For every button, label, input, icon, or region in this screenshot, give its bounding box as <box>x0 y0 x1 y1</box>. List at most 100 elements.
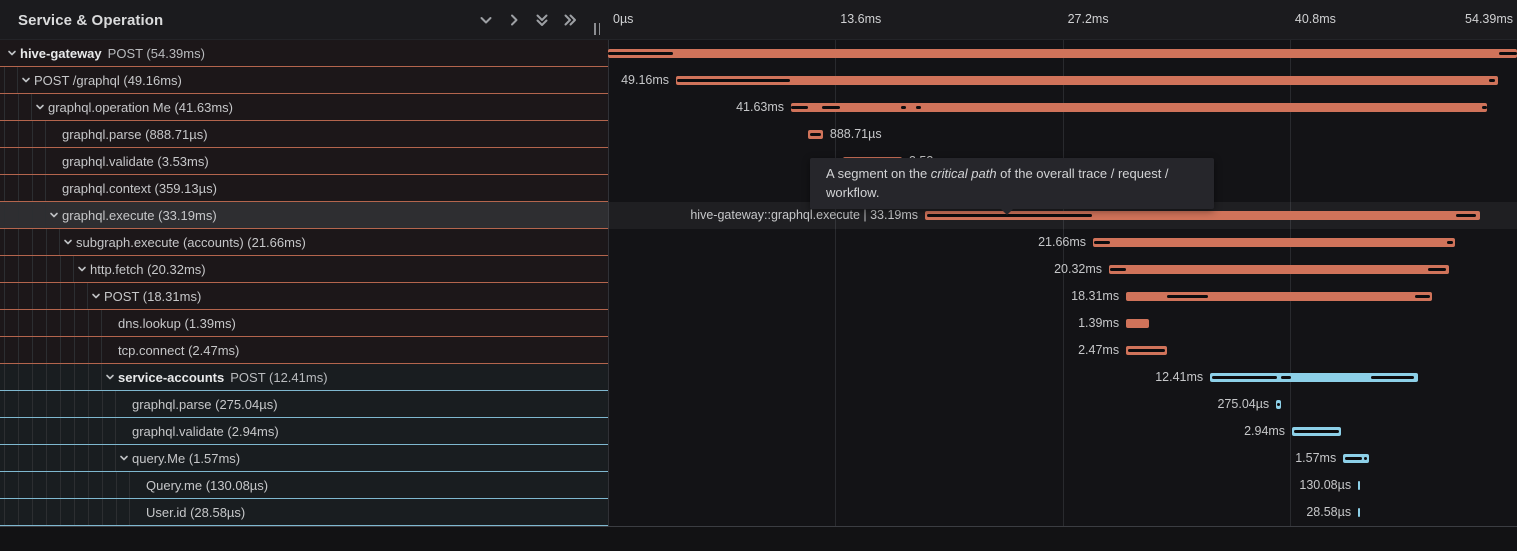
critical-path-segment[interactable] <box>1212 376 1277 379</box>
trace-row[interactable]: POST (18.31ms) 18.31ms <box>0 283 1517 310</box>
span-bar[interactable] <box>676 76 1498 85</box>
chevron-right-icon[interactable] <box>506 12 522 28</box>
chevron-down-icon[interactable] <box>32 102 48 112</box>
chevron-down-icon[interactable] <box>102 372 118 382</box>
critical-path-segment[interactable] <box>1110 268 1127 271</box>
trace-row[interactable]: graphql.parse (888.71µs) 888.71µs <box>0 121 1517 148</box>
trace-row[interactable]: graphql.execute (33.19ms) hive-gateway::… <box>0 202 1517 229</box>
critical-path-segment[interactable] <box>1294 430 1339 433</box>
span-bar[interactable] <box>1276 400 1281 409</box>
span-bar-lane[interactable]: 275.04µs <box>608 391 1517 418</box>
critical-path-segment[interactable] <box>916 106 921 109</box>
critical-path-segment[interactable] <box>927 214 1092 217</box>
trace-row[interactable]: graphql.context (359.13µs) 359.13µs <box>0 175 1517 202</box>
span-bar[interactable] <box>925 211 1480 220</box>
trace-row[interactable]: hive-gateway POST (54.39ms) <box>0 40 1517 67</box>
span-bar[interactable] <box>1093 238 1455 247</box>
critical-path-segment[interactable] <box>900 106 906 109</box>
trace-row[interactable]: subgraph.execute (accounts) (21.66ms) 21… <box>0 229 1517 256</box>
span-tree-cell[interactable]: graphql.parse (888.71µs) <box>0 121 608 148</box>
span-bar[interactable] <box>608 49 1517 58</box>
critical-path-segment[interactable] <box>810 133 821 136</box>
span-bar[interactable] <box>1292 427 1342 436</box>
span-tree-cell[interactable]: query.Me (1.57ms) <box>0 445 608 472</box>
trace-row[interactable]: POST /graphql (49.16ms) 49.16ms <box>0 67 1517 94</box>
span-bar-lane[interactable]: 20.32ms <box>608 256 1517 283</box>
span-tree-cell[interactable]: graphql.operation Me (41.63ms) <box>0 94 608 121</box>
critical-path-segment[interactable] <box>1488 79 1496 82</box>
panel-resize-handle[interactable] <box>594 23 600 35</box>
span-bar[interactable] <box>1358 508 1361 517</box>
critical-path-segment[interactable] <box>1345 457 1363 460</box>
span-bar-lane[interactable]: 1.57ms <box>608 445 1517 472</box>
span-bar[interactable] <box>1210 373 1418 382</box>
span-tree-cell[interactable]: tcp.connect (2.47ms) <box>0 337 608 364</box>
critical-path-segment[interactable] <box>1277 403 1280 406</box>
span-bar-lane[interactable]: 21.66ms <box>608 229 1517 256</box>
span-tree-cell[interactable]: subgraph.execute (accounts) (21.66ms) <box>0 229 608 256</box>
span-bar[interactable] <box>1109 265 1449 274</box>
critical-path-segment[interactable] <box>1364 457 1368 460</box>
trace-row[interactable]: service-accounts POST (12.41ms) 12.41ms <box>0 364 1517 391</box>
double-chevron-down-icon[interactable] <box>534 12 550 28</box>
trace-row[interactable]: query.Me (1.57ms) 1.57ms <box>0 445 1517 472</box>
span-bar[interactable] <box>808 130 823 139</box>
span-tree-cell[interactable]: POST /graphql (49.16ms) <box>0 67 608 94</box>
critical-path-segment[interactable] <box>1167 295 1208 298</box>
span-bar[interactable] <box>1126 292 1433 301</box>
critical-path-segment[interactable] <box>822 106 841 109</box>
span-bar[interactable] <box>1343 454 1370 463</box>
span-tree-cell[interactable]: POST (18.31ms) <box>0 283 608 310</box>
span-bar-lane[interactable]: 12.41ms <box>608 364 1517 391</box>
double-chevron-right-icon[interactable] <box>562 12 578 28</box>
trace-row[interactable]: graphql.validate (2.94ms) 2.94ms <box>0 418 1517 445</box>
trace-row[interactable]: User.id (28.58µs) 28.58µs <box>0 499 1517 526</box>
span-bar-lane[interactable]: 2.94ms <box>608 418 1517 445</box>
critical-path-segment[interactable] <box>1281 376 1292 379</box>
trace-row[interactable]: tcp.connect (2.47ms) 2.47ms <box>0 337 1517 364</box>
span-bar-lane[interactable]: hive-gateway::graphql.execute | 33.19ms <box>608 202 1517 229</box>
chevron-down-icon[interactable] <box>18 75 34 85</box>
trace-row[interactable]: graphql.operation Me (41.63ms) 41.63ms <box>0 94 1517 121</box>
span-tree-cell[interactable]: hive-gateway POST (54.39ms) <box>0 40 608 67</box>
span-tree-cell[interactable]: graphql.parse (275.04µs) <box>0 391 608 418</box>
chevron-down-icon[interactable] <box>60 237 76 247</box>
critical-path-segment[interactable] <box>1428 268 1446 271</box>
span-bar[interactable] <box>791 103 1487 112</box>
critical-path-segment[interactable] <box>1456 214 1477 217</box>
span-bar-lane[interactable]: 888.71µs <box>608 121 1517 148</box>
trace-row[interactable]: graphql.validate (3.53ms) 3.53ms <box>0 148 1517 175</box>
span-bar-lane[interactable]: 18.31ms <box>608 283 1517 310</box>
span-bar[interactable] <box>1126 319 1150 328</box>
span-bar-lane[interactable]: 49.16ms <box>608 67 1517 94</box>
critical-path-segment[interactable] <box>608 52 674 55</box>
trace-row[interactable]: dns.lookup (1.39ms) 1.39ms <box>0 310 1517 337</box>
chevron-down-icon[interactable] <box>74 264 90 274</box>
critical-path-segment[interactable] <box>791 106 809 109</box>
span-tree-cell[interactable]: graphql.execute (33.19ms) <box>0 202 608 229</box>
critical-path-segment[interactable] <box>1482 106 1487 109</box>
span-bar[interactable] <box>1358 481 1361 490</box>
trace-row[interactable]: http.fetch (20.32ms) 20.32ms <box>0 256 1517 283</box>
span-tree-cell[interactable]: service-accounts POST (12.41ms) <box>0 364 608 391</box>
trace-row[interactable]: Query.me (130.08µs) 130.08µs <box>0 472 1517 499</box>
span-bar-lane[interactable]: 41.63ms <box>608 94 1517 121</box>
chevron-down-icon[interactable] <box>46 210 62 220</box>
chevron-down-icon[interactable] <box>116 453 132 463</box>
critical-path-segment[interactable] <box>677 79 790 82</box>
trace-row[interactable]: graphql.parse (275.04µs) 275.04µs <box>0 391 1517 418</box>
critical-path-segment[interactable] <box>1128 349 1165 352</box>
span-bar-lane[interactable]: 130.08µs <box>608 472 1517 499</box>
critical-path-segment[interactable] <box>1094 241 1111 244</box>
span-tree-cell[interactable]: graphql.validate (2.94ms) <box>0 418 608 445</box>
critical-path-segment[interactable] <box>1446 241 1453 244</box>
critical-path-segment[interactable] <box>1498 52 1517 55</box>
span-tree-cell[interactable]: dns.lookup (1.39ms) <box>0 310 608 337</box>
chevron-down-icon[interactable] <box>4 48 20 58</box>
span-tree-cell[interactable]: graphql.context (359.13µs) <box>0 175 608 202</box>
critical-path-segment[interactable] <box>1371 376 1415 379</box>
span-bar-lane[interactable]: 28.58µs <box>608 499 1517 526</box>
chevron-down-icon[interactable] <box>88 291 104 301</box>
span-tree-cell[interactable]: graphql.validate (3.53ms) <box>0 148 608 175</box>
span-bar[interactable] <box>1126 346 1168 355</box>
